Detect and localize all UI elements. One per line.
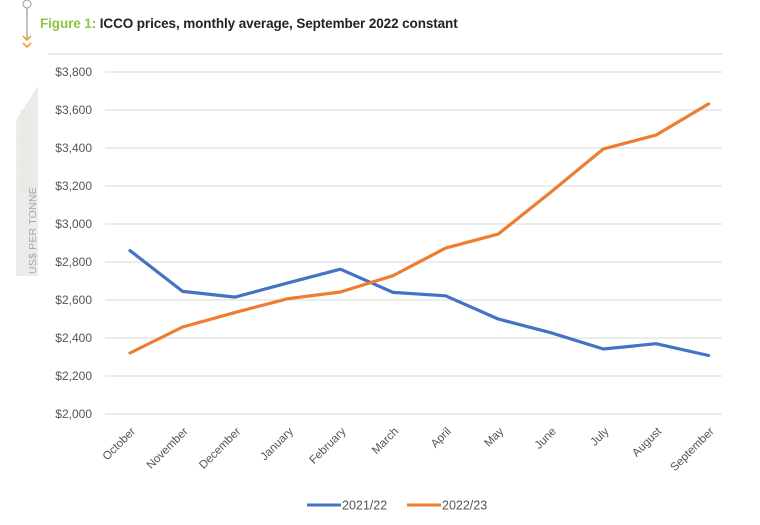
chevron-down-icon	[22, 42, 32, 49]
y-tick-label: $3,200	[55, 179, 92, 193]
figure-label: Figure 1:	[40, 16, 97, 31]
x-tick-label: November	[145, 426, 191, 472]
x-tick-label: July	[589, 425, 612, 448]
legend-label: 2021/22	[342, 499, 387, 513]
y-axis-ticks: $2,000 $2,200 $2,400 $2,600 $2,800 $3,000 $3,2…	[55, 65, 92, 421]
figure-title-text: ICCO prices, monthly average, September …	[99, 16, 458, 31]
x-tick-label: May	[482, 425, 506, 449]
y-tick-label: $2,000	[55, 407, 92, 421]
y-tick-label: $3,400	[55, 141, 92, 155]
legend: 2021/22 2022/23	[307, 499, 487, 513]
y-tick-label: $3,000	[55, 217, 92, 231]
series-line-2021-22	[128, 249, 711, 358]
figure-decoration	[16, 0, 38, 276]
gridlines	[105, 71, 722, 415]
chevron-down-icon	[22, 35, 32, 42]
x-tick-label: September	[668, 426, 716, 474]
y-tick-label: $2,400	[55, 331, 92, 345]
x-axis-ticks: October November December January February Ma…	[101, 425, 717, 474]
x-tick-label: March	[370, 426, 401, 457]
y-tick-label: $2,800	[55, 255, 92, 269]
x-tick-label: June	[533, 426, 559, 452]
x-tick-label: December	[197, 426, 243, 472]
x-tick-label: April	[429, 426, 454, 451]
y-tick-label: $3,800	[55, 65, 92, 79]
y-tick-label: $2,200	[55, 369, 92, 383]
legend-label: 2022/23	[442, 499, 487, 513]
x-tick-label: October	[101, 426, 139, 464]
x-tick-label: February	[307, 425, 348, 466]
ribbon-hatch	[20, 110, 32, 192]
series-lines	[128, 102, 711, 358]
y-tick-label: $3,600	[55, 103, 92, 117]
figure-title: Figure 1: ICCO prices, monthly average, …	[40, 16, 458, 31]
x-tick-label: January	[258, 425, 296, 463]
series-line-2022-23	[128, 102, 711, 355]
x-tick-label: August	[630, 425, 664, 459]
y-tick-label: $2,600	[55, 293, 92, 307]
